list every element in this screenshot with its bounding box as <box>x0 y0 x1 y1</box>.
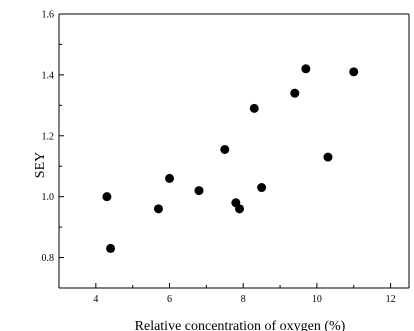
data-point <box>323 152 333 162</box>
y-tick-label: 1.0 <box>42 192 55 203</box>
axes <box>58 13 410 289</box>
x-tick-label: 8 <box>241 294 246 305</box>
data-point <box>290 88 300 98</box>
x-tick-label: 6 <box>167 294 172 305</box>
data-point <box>102 192 112 202</box>
data-point <box>257 183 267 193</box>
ticks: 4 6 8 10 12 0.8 1.0 1.2 1.4 1.6 <box>42 10 396 306</box>
x-tick-label: 4 <box>93 294 98 305</box>
data-point <box>249 103 259 113</box>
data-points <box>102 64 359 253</box>
y-axis-title: SEY <box>33 152 48 178</box>
data-point <box>106 243 116 253</box>
x-axis-title: Relative concentration of oxygen (%) <box>135 319 346 331</box>
data-point <box>165 173 175 183</box>
x-tick-label: 12 <box>386 294 396 305</box>
x-tick-label: 10 <box>312 294 322 305</box>
y-tick-label: 1.6 <box>42 10 55 21</box>
data-point <box>235 204 245 214</box>
data-point <box>194 186 204 196</box>
data-point <box>349 67 359 77</box>
y-tick-label: 0.8 <box>42 253 55 264</box>
data-point <box>153 204 163 214</box>
y-tick-label: 1.2 <box>42 131 55 142</box>
data-point <box>301 64 311 74</box>
data-point <box>220 144 230 154</box>
y-tick-label: 1.4 <box>42 70 55 81</box>
